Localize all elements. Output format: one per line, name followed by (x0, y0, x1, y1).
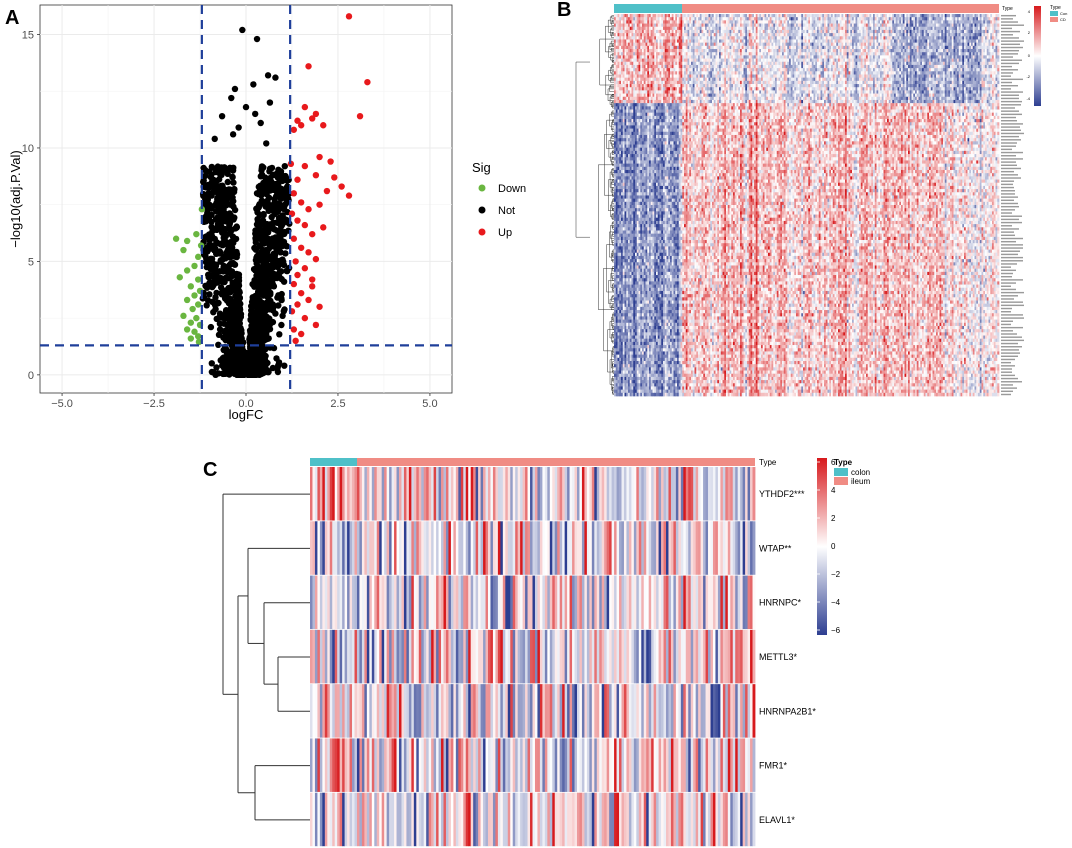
volcano-point-not (208, 256, 214, 262)
volcano-point-not (259, 163, 265, 169)
volcano-point-not (208, 174, 214, 180)
volcano-point-not (278, 322, 284, 328)
volcano-point-not (230, 240, 236, 246)
volcano-point-not (208, 324, 214, 330)
volcano-point-not (215, 163, 221, 169)
volcano-point-not (282, 163, 288, 169)
panel-a: A −5.0 −2.5 0.0 2.5 5.0 051015 logFC −log10(… (5, 5, 526, 422)
volcano-point-not (277, 249, 283, 255)
volcano-point-not (275, 180, 281, 186)
volcano-point-not (272, 310, 278, 316)
volcano-point-not (270, 304, 276, 310)
volcano-point-not (225, 179, 231, 185)
volcano-point-not (204, 302, 210, 308)
figure: A −5.0 −2.5 0.0 2.5 5.0 051015 logFC −log10(… (0, 0, 1072, 848)
volcano-point-not (267, 291, 273, 297)
volcano-point-not (208, 219, 214, 225)
volcano-point-not (209, 164, 215, 170)
volcano-point-not (275, 174, 281, 180)
volcano-point-not (230, 179, 236, 185)
volcano-point-not (261, 221, 267, 227)
volcano-point-not (258, 275, 264, 281)
volcano-point-not (230, 281, 236, 287)
volcano-point-not (279, 313, 285, 319)
volcano-point-not (217, 326, 223, 332)
volcano-point-not (210, 309, 216, 315)
volcano-point-not (212, 294, 218, 300)
volcano-point-not (204, 247, 210, 253)
volcano-point-not (259, 172, 265, 178)
volcano-point-not (253, 236, 259, 242)
volcano-point-not (216, 332, 222, 338)
panel-a-letter: A (5, 7, 19, 29)
volcano-point-not (281, 279, 287, 285)
volcano-point-not (266, 277, 272, 283)
volcano-point-not (206, 291, 212, 297)
volcano-point-not (235, 280, 241, 286)
volcano-point-not (204, 210, 210, 216)
